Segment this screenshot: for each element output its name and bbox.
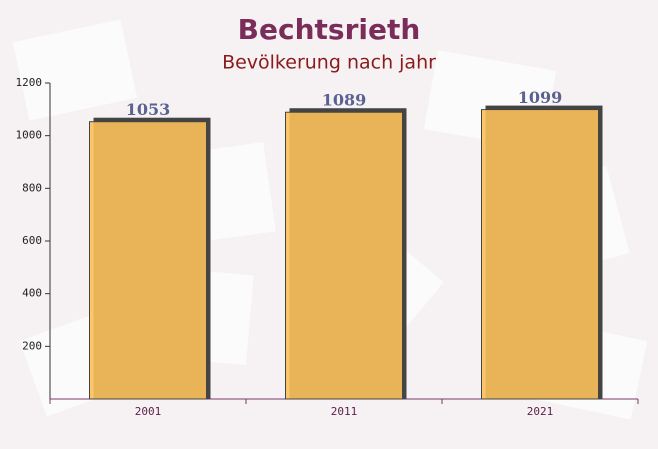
- bar: [481, 109, 599, 400]
- chart-title: Bechtsrieth: [238, 13, 421, 46]
- x-tick-label: 2021: [527, 405, 554, 418]
- value-label: 1089: [322, 91, 367, 110]
- x-tick-label: 2001: [135, 405, 162, 418]
- bar: [89, 121, 207, 400]
- y-tick-label: 200: [22, 339, 42, 352]
- y-tick-label: 600: [22, 234, 42, 247]
- value-label: 1053: [126, 100, 171, 119]
- chart-subtitle: Bevölkerung nach jahr: [222, 52, 436, 74]
- y-tick-label: 1000: [16, 129, 43, 142]
- y-tick-label: 400: [22, 287, 42, 300]
- bar: [285, 111, 403, 400]
- y-tick-label: 800: [22, 181, 42, 194]
- y-tick-label: 1200: [16, 76, 43, 89]
- x-tick-label: 2011: [331, 405, 358, 418]
- value-label: 1099: [518, 88, 563, 107]
